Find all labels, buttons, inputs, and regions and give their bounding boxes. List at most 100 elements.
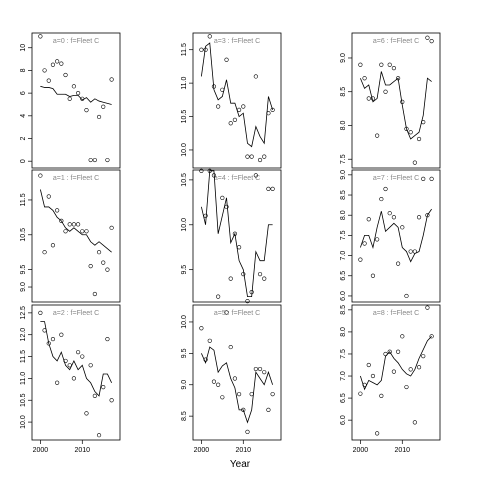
data-point: [46, 78, 51, 83]
panel-title: a=6 : f=Fleet C: [373, 38, 419, 45]
data-point: [257, 366, 263, 372]
y-tick-label: 6.0: [340, 415, 347, 425]
x-tick-label: 2000: [353, 447, 369, 454]
y-tick-label: 9.0: [340, 170, 347, 180]
data-point: [387, 211, 392, 216]
data-point: [404, 384, 409, 390]
y-tick-label: 7.5: [340, 349, 347, 359]
panel-title: a=3 : f=Fleet C: [214, 38, 260, 45]
data-point: [38, 310, 43, 315]
data-point: [395, 261, 401, 266]
panel-title: a=2 : f=Fleet C: [53, 310, 99, 317]
x-tick-label: 2010: [394, 447, 410, 454]
y-tick-label: 9.0: [340, 53, 347, 63]
data-point: [96, 114, 102, 120]
data-point: [416, 136, 422, 142]
data-point: [383, 89, 388, 94]
data-point: [88, 363, 93, 368]
y-tick-label: 8: [20, 68, 27, 72]
y-tick-label: 9.0: [181, 380, 188, 390]
data-point: [59, 332, 64, 337]
y-tick-label: 8.5: [340, 305, 347, 315]
y-tick-label: 0: [20, 159, 27, 163]
x-tick-label: 2010: [74, 447, 90, 454]
data-point: [228, 276, 233, 281]
data-point: [224, 310, 229, 315]
data-point: [38, 34, 43, 39]
data-point: [395, 349, 401, 354]
panel-title: a=7 : f=Fleet C: [373, 175, 419, 182]
data-point: [408, 367, 413, 372]
data-point: [253, 173, 258, 178]
data-point: [38, 173, 43, 178]
data-point: [203, 213, 208, 218]
data-point: [370, 373, 376, 379]
data-point: [50, 243, 56, 248]
y-tick-label: 4: [20, 114, 27, 118]
data-point: [46, 194, 51, 199]
data-point: [71, 84, 77, 89]
panel-frame: [31, 32, 121, 169]
data-point: [358, 391, 363, 396]
data-point: [391, 369, 397, 374]
fit-line: [40, 85, 112, 105]
y-tick-label: 10.0: [181, 143, 188, 157]
y-tick-label: 6.5: [340, 271, 347, 281]
data-point: [375, 237, 380, 242]
panel-title: a=0 : f=Fleet C: [53, 38, 99, 45]
data-point: [55, 208, 60, 213]
data-point: [224, 57, 229, 62]
data-point: [429, 334, 434, 339]
data-point: [88, 264, 93, 269]
data-point: [88, 157, 93, 163]
y-tick-label: 10.5: [181, 110, 188, 124]
data-point: [101, 260, 106, 265]
y-tick-label: 7.0: [340, 371, 347, 381]
y-tick-label: 6.5: [340, 393, 347, 403]
y-tick-label: 10.5: [20, 228, 27, 242]
y-tick-label: 10.0: [181, 218, 188, 232]
data-point: [387, 62, 392, 67]
x-tick-label: 2000: [33, 447, 49, 454]
data-point: [75, 91, 81, 96]
fit-line: [40, 321, 112, 397]
y-tick-label: 8.0: [340, 121, 347, 131]
data-point: [228, 344, 233, 350]
data-point: [207, 34, 212, 39]
data-point: [236, 392, 242, 397]
data-point: [412, 160, 417, 165]
fit-line: [360, 208, 432, 263]
data-point: [379, 393, 384, 398]
fit-line: [39, 189, 112, 253]
panel-title: a=4 : f=Fleet C: [214, 175, 260, 182]
y-tick-label: 2: [20, 136, 27, 140]
data-point: [84, 229, 89, 234]
data-point: [245, 429, 250, 434]
y-tick-label: 6.0: [340, 291, 347, 301]
data-point: [358, 257, 363, 262]
data-point: [207, 338, 212, 343]
data-point: [105, 157, 110, 163]
y-tick-label: 10.0: [20, 415, 27, 429]
data-point: [71, 222, 77, 227]
y-tick-label: 10: [20, 44, 27, 52]
panel-frame: [31, 304, 121, 441]
data-point: [80, 354, 85, 359]
y-tick-label: 7.5: [340, 230, 347, 240]
y-tick-label: 10.5: [20, 393, 27, 407]
data-point: [75, 222, 81, 227]
y-tick-label: 9.5: [20, 265, 27, 275]
data-point: [101, 385, 106, 390]
data-point: [391, 215, 397, 220]
data-point: [257, 157, 263, 163]
y-tick-label: 10.5: [181, 173, 188, 187]
data-point: [387, 349, 392, 354]
data-point: [236, 107, 242, 112]
fit-line: [200, 170, 273, 298]
data-point: [59, 218, 64, 223]
data-point: [425, 35, 430, 40]
panel-title: a=5 : f=Fleet C: [214, 310, 260, 317]
y-tick-label: 7.0: [340, 251, 347, 261]
data-point: [270, 107, 275, 112]
